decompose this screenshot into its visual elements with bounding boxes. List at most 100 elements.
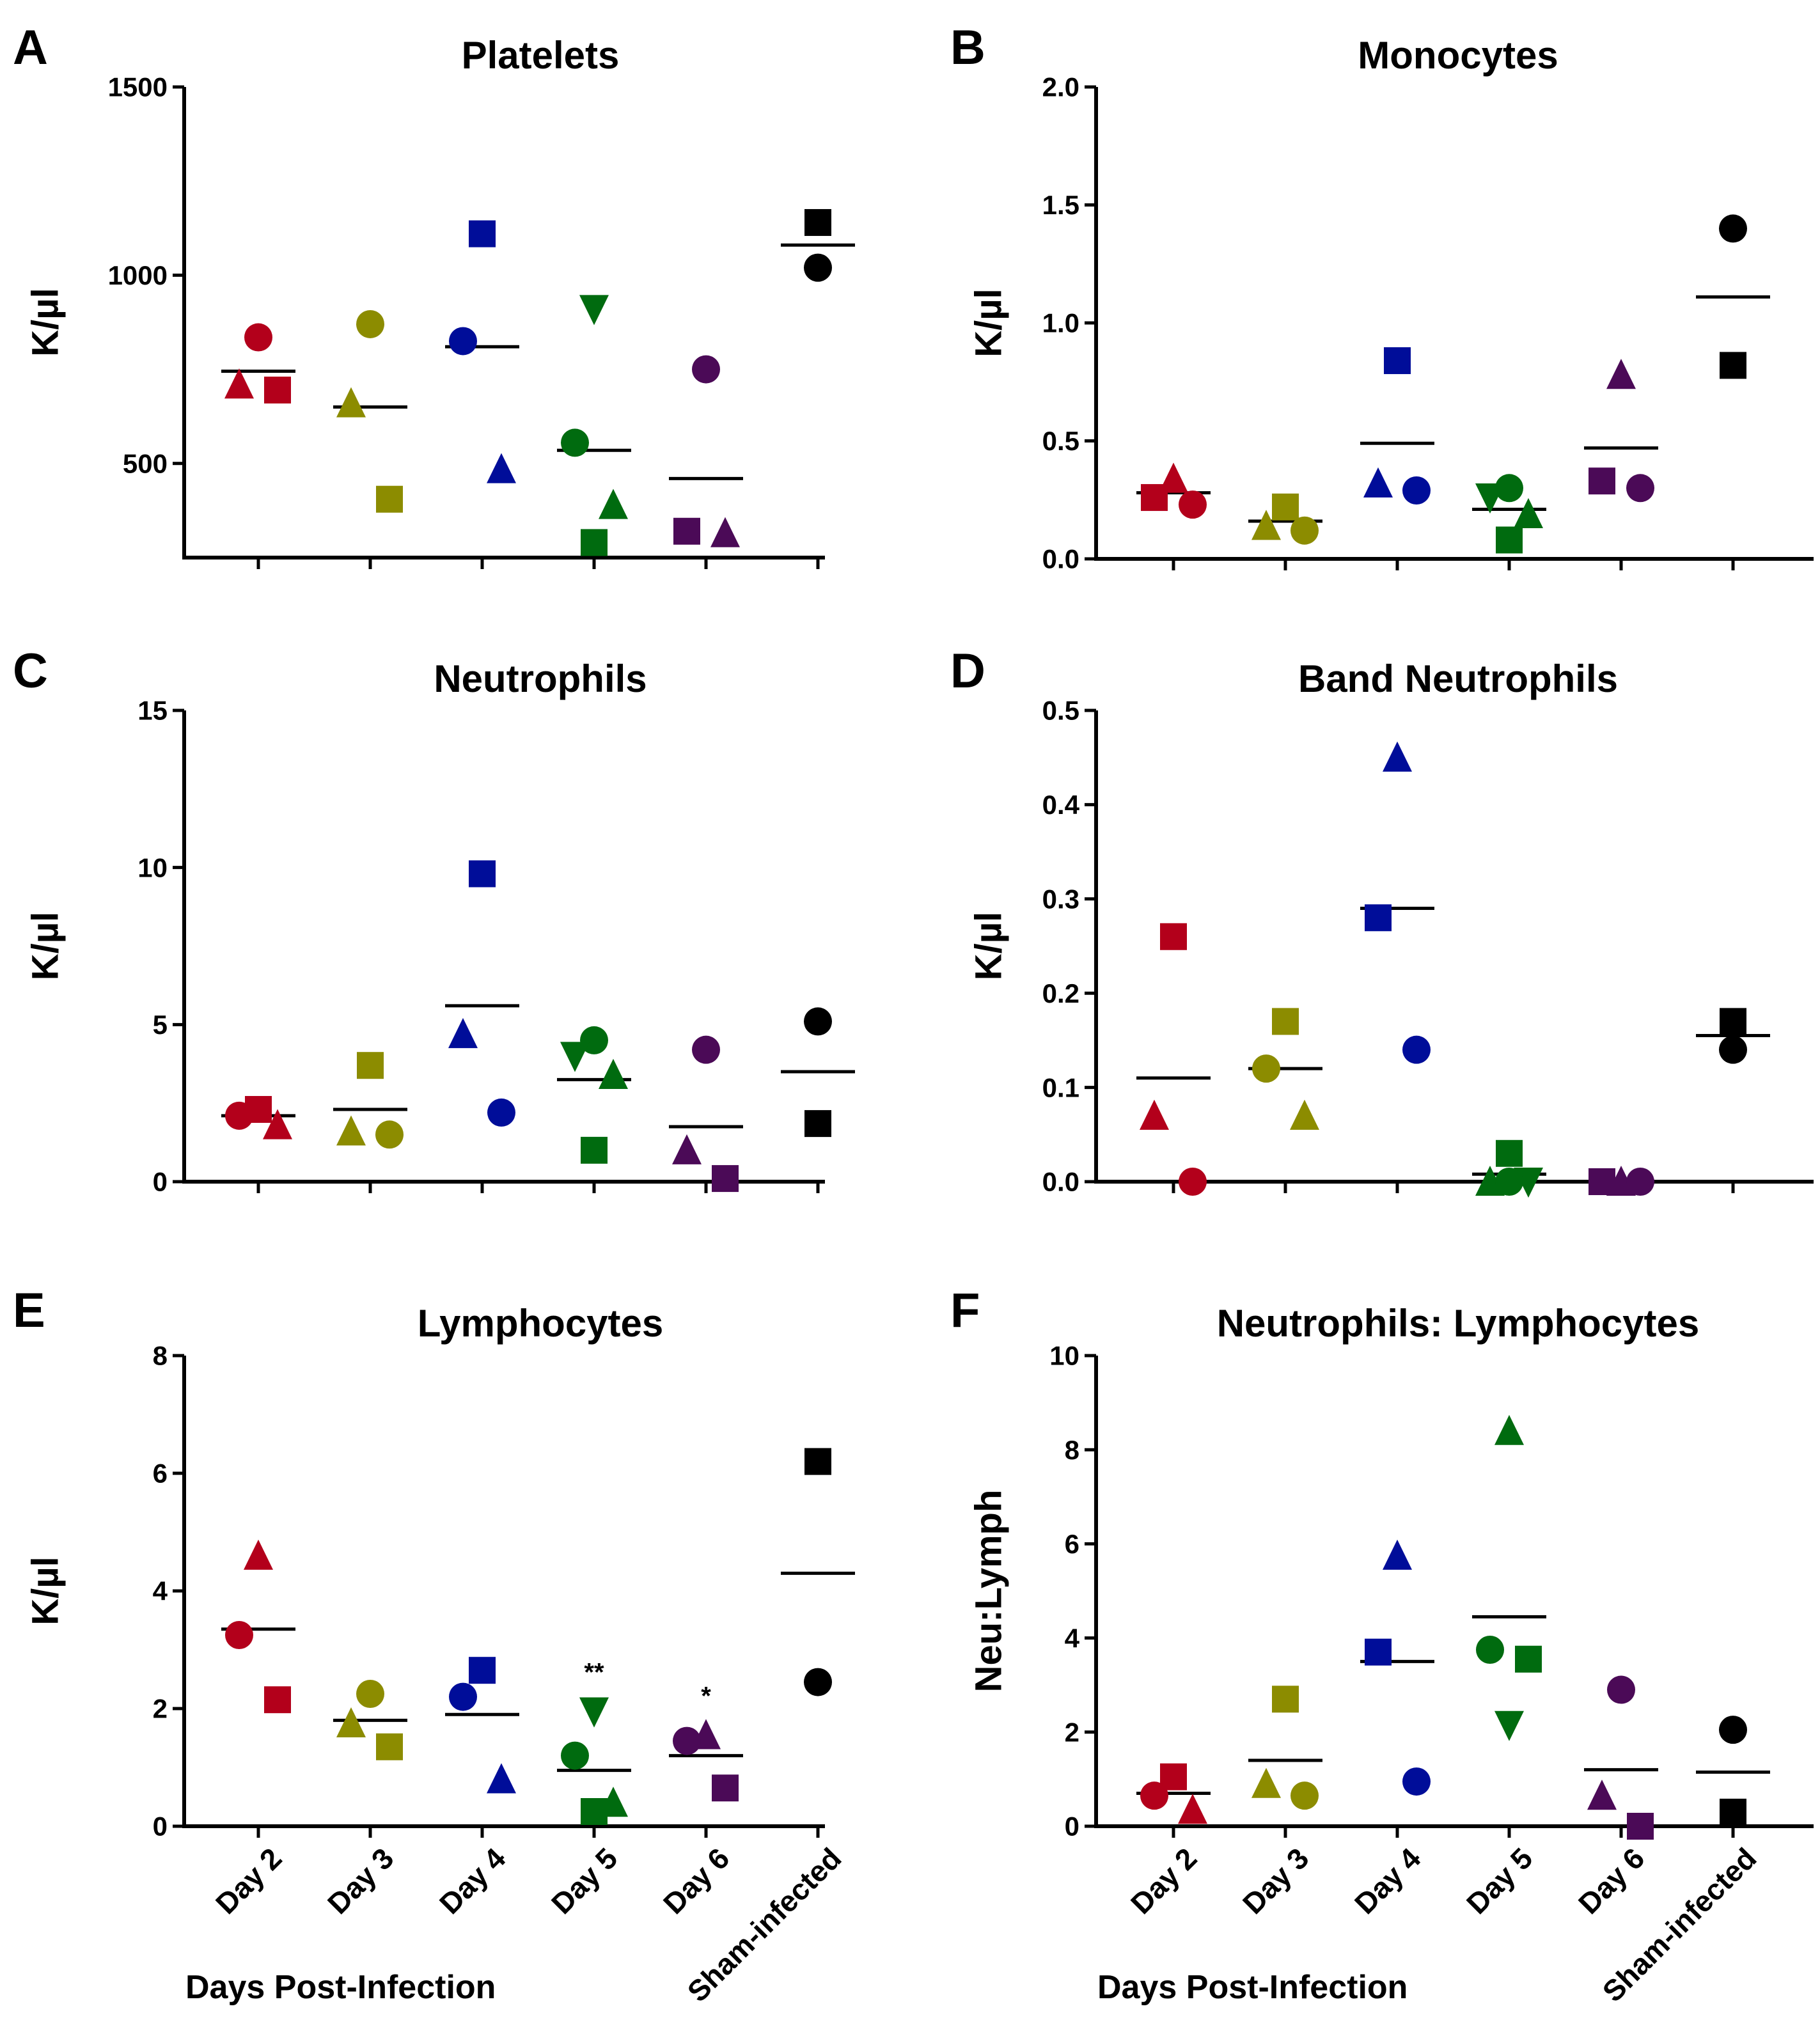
data-point-triangle <box>224 368 254 399</box>
data-point-circle <box>1719 214 1747 243</box>
y-tick-label: 6 <box>153 1459 168 1489</box>
group-sham-infected <box>781 1007 855 1138</box>
panel-letter: E <box>13 1283 45 1338</box>
panel-d: D Band Neutrophils K/µl 0.0 0.1 0.2 0.3 0.4 0.5 <box>950 644 1814 1198</box>
data-point-circle <box>1179 490 1207 519</box>
y-tick-label: 8 <box>1065 1435 1079 1465</box>
data-point-square <box>804 208 831 236</box>
data-point-circle <box>356 309 384 338</box>
y-axis-label: K/µl <box>24 288 66 357</box>
group-day-5 <box>557 295 631 556</box>
group-day-2 <box>1136 1763 1211 1824</box>
y-tick-label: 0.5 <box>1042 426 1079 456</box>
group-day-6: * <box>669 1682 743 1802</box>
panel-letter: A <box>13 20 48 75</box>
group-sham-infected <box>781 1448 855 1696</box>
data-point-triangle <box>336 387 366 418</box>
data-point-circle <box>804 1007 832 1036</box>
y-axis-label: K/µl <box>968 912 1009 981</box>
data-point-triangle <box>1383 1539 1412 1570</box>
data-point-triangle <box>599 489 628 519</box>
group-day-6 <box>1584 359 1658 503</box>
panel-title: Band Neutrophils <box>1298 657 1618 700</box>
group-day-5 <box>557 1026 631 1164</box>
y-tick-label: 8 <box>153 1341 168 1371</box>
panel-letter: D <box>950 644 985 698</box>
x-category-label: Day 3 <box>321 1842 400 1921</box>
group-day-4 <box>445 1657 519 1794</box>
data-point-triangle <box>487 1763 516 1794</box>
data-point-circle <box>244 323 272 352</box>
data-point-square <box>1384 347 1411 375</box>
data-point-square <box>1160 923 1187 950</box>
group-day-3 <box>333 1680 407 1760</box>
group-day-3 <box>333 1052 407 1149</box>
panel-title: Neutrophils <box>434 657 647 700</box>
group-day-4 <box>1360 347 1434 505</box>
data-point-square <box>712 1165 739 1193</box>
data-point-circle <box>1252 1054 1280 1083</box>
group-day-6 <box>1584 1165 1658 1196</box>
data-point-square <box>469 220 496 247</box>
group-day-4 <box>1360 741 1434 1064</box>
data-point-square <box>376 485 403 513</box>
y-axis-label: K/µl <box>24 912 66 981</box>
data-point-square <box>1589 1168 1615 1195</box>
x-category-label: Day 3 <box>1236 1842 1315 1921</box>
y-tick-label: 15 <box>137 696 168 726</box>
data-point-triangle <box>672 1134 702 1164</box>
data-point-circle <box>1402 476 1431 505</box>
group-day-6 <box>669 1035 743 1193</box>
data-point-circle <box>673 1726 701 1755</box>
data-point-triangle <box>1363 467 1393 497</box>
data-point-square <box>673 517 700 545</box>
y-tick-label: 6 <box>1065 1529 1079 1559</box>
data-point-circle <box>1607 1675 1635 1704</box>
data-point-circle <box>225 1621 253 1649</box>
data-point-square <box>1589 467 1615 495</box>
x-category-label: Day 4 <box>1348 1841 1427 1920</box>
data-point-square <box>1496 526 1523 554</box>
data-point-triangle <box>1290 1099 1319 1130</box>
data-point-triangle-down <box>1475 483 1505 514</box>
group-day-4 <box>1360 1539 1434 1796</box>
data-point-triangle <box>336 1707 366 1738</box>
data-point-circle <box>1402 1767 1431 1796</box>
panel-letter: B <box>950 20 985 75</box>
data-point-triangle <box>336 1115 366 1146</box>
group-day-4 <box>445 220 519 483</box>
data-point-circle <box>356 1680 384 1708</box>
panel-title: Monocytes <box>1358 34 1558 77</box>
data-point-circle <box>561 1741 589 1770</box>
data-point-circle <box>804 253 832 282</box>
panel-title: Platelets <box>462 34 620 77</box>
y-tick-label: 2 <box>1065 1718 1079 1748</box>
x-category-label: Day 6 <box>657 1842 736 1921</box>
data-point-circle <box>804 1668 832 1696</box>
panel-a: A Platelets K/µl 500 1000 1500 <box>13 20 855 569</box>
data-point-square <box>712 1774 739 1802</box>
data-point-triangle-down <box>1494 1710 1524 1741</box>
group-day-6 <box>1584 1675 1658 1840</box>
data-point-square <box>1720 352 1746 379</box>
data-point-square <box>1496 1139 1523 1167</box>
y-tick-label: 0.2 <box>1042 978 1079 1008</box>
data-point-square <box>1365 904 1392 932</box>
group-day-2 <box>221 1095 295 1139</box>
panel-b: B Monocytes K/µl 0.0 0.5 1.0 1.5 2.0 <box>950 20 1814 574</box>
panel-title: Lymphocytes <box>418 1302 664 1345</box>
data-point-triangle <box>1514 497 1543 528</box>
data-point-square <box>1272 1008 1299 1035</box>
data-point-triangle <box>599 1058 628 1089</box>
x-category-label: Day 5 <box>545 1842 624 1921</box>
y-axis-label: Neu:Lymph <box>968 1490 1009 1693</box>
data-point-square <box>1141 484 1168 512</box>
y-tick-label: 5 <box>153 1010 168 1040</box>
data-point-triangle <box>1383 741 1412 772</box>
data-point-square <box>581 529 608 556</box>
data-point-square <box>1627 1813 1654 1840</box>
data-point-circle <box>1476 1636 1504 1664</box>
significance-marker: ** <box>584 1659 604 1687</box>
data-point-circle <box>1719 1035 1747 1064</box>
panel-f: F Neutrophils: Lymphocytes Neu:Lymph 0 2 4 6 8 1… <box>950 1283 1814 2008</box>
